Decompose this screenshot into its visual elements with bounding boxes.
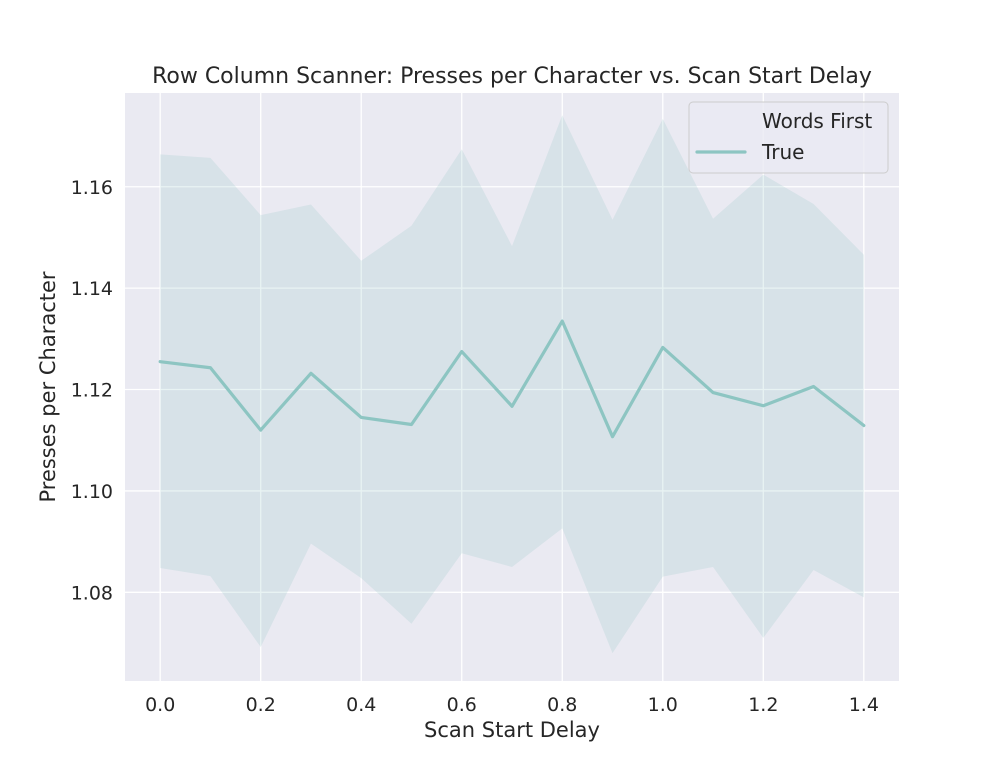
y-tick-label: 1.10 bbox=[71, 481, 113, 503]
y-tick-label: 1.12 bbox=[71, 380, 113, 402]
x-tick-labels: 0.0 0.2 0.4 0.6 0.8 1.0 1.2 1.4 bbox=[145, 694, 879, 716]
series-line-true bbox=[158, 319, 866, 439]
x-tick-label: 0.2 bbox=[246, 694, 276, 716]
grid-lines bbox=[125, 93, 899, 681]
y-tick-label: 1.08 bbox=[71, 582, 113, 604]
y-tick-labels: 1.08 1.10 1.12 1.14 1.16 bbox=[71, 177, 113, 605]
y-axis-label: Presses per Character bbox=[36, 271, 60, 502]
x-tick-label: 0.6 bbox=[447, 694, 477, 716]
chart-title: Row Column Scanner: Presses per Characte… bbox=[152, 64, 872, 89]
y-tick-label: 1.16 bbox=[71, 177, 113, 199]
x-tick-label: 0.8 bbox=[547, 694, 577, 716]
x-tick-label: 0.4 bbox=[346, 694, 376, 716]
plot-area bbox=[125, 93, 899, 681]
x-tick-label: 0.0 bbox=[145, 694, 175, 716]
confidence-band bbox=[160, 115, 864, 654]
x-tick-label: 1.0 bbox=[648, 694, 678, 716]
legend-title: Words First bbox=[762, 109, 872, 133]
legend-entry-true: True bbox=[761, 140, 804, 164]
x-axis-label: Scan Start Delay bbox=[424, 718, 600, 742]
legend-box bbox=[688, 101, 889, 174]
y-tick-label: 1.14 bbox=[71, 278, 113, 300]
legend: Words First True bbox=[688, 101, 889, 174]
x-tick-label: 1.2 bbox=[748, 694, 778, 716]
x-tick-label: 1.4 bbox=[849, 694, 879, 716]
